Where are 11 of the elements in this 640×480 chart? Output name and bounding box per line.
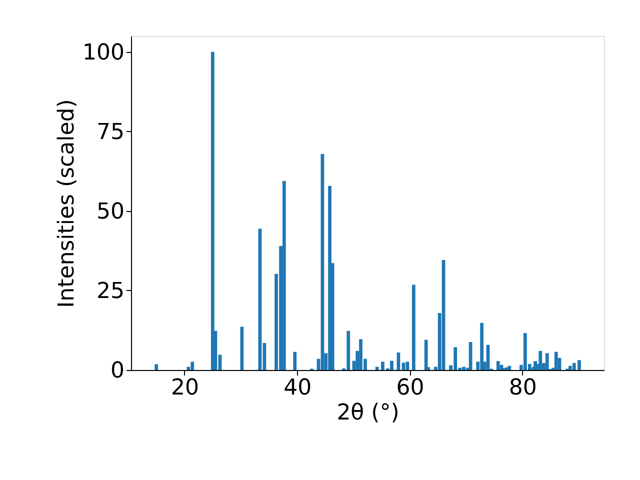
y-tick-label: 0 bbox=[110, 358, 124, 384]
y-tick-label: 100 bbox=[82, 40, 124, 66]
y-tick-label: 75 bbox=[96, 120, 124, 145]
x-tick-label: 20 bbox=[170, 376, 199, 400]
y-tick-label: 25 bbox=[96, 278, 124, 304]
y-tick-label: 50 bbox=[96, 199, 124, 224]
x-axis-title: 2θ (°) bbox=[336, 400, 400, 426]
x-tick-label: 60 bbox=[396, 376, 424, 400]
x-tick-label: 80 bbox=[508, 376, 537, 400]
y-axis-title: Intensities (scaled) bbox=[54, 99, 80, 308]
x-tick-label: 40 bbox=[284, 376, 312, 400]
